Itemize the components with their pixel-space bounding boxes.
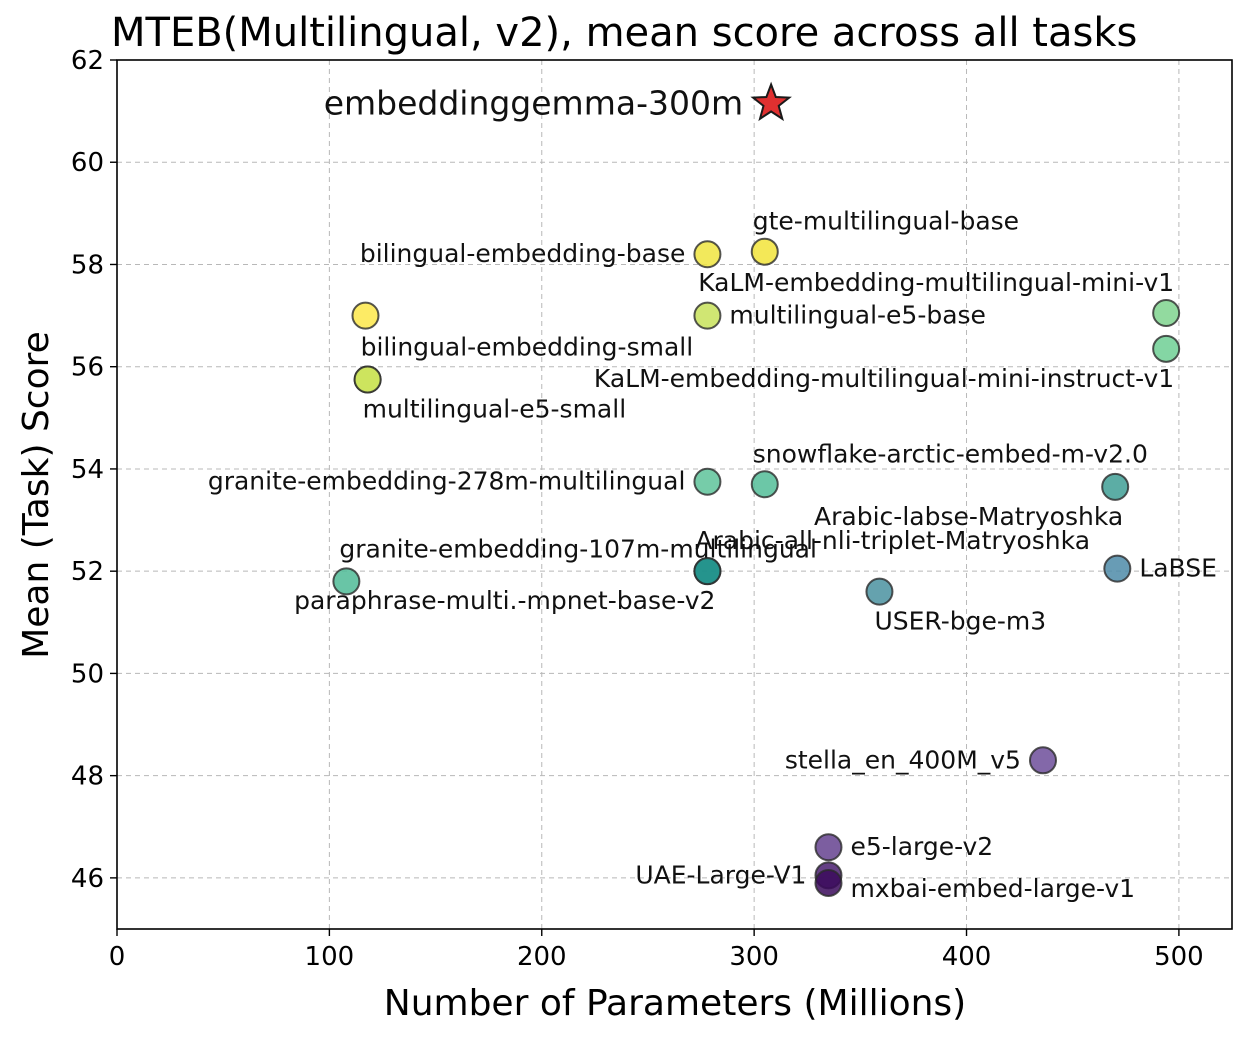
point-label: paraphrase-multi.-mpnet-base-v2 [294, 586, 715, 615]
y-tick-label: 60 [71, 148, 104, 178]
data-point [693, 301, 722, 330]
y-tick-label: 50 [71, 659, 104, 689]
point-label: USER-bge-m3 [874, 607, 1046, 636]
data-point [693, 557, 722, 586]
y-tick-label: 56 [71, 353, 104, 383]
x-tick-label: 0 [109, 942, 126, 972]
data-point [1101, 472, 1130, 501]
data-point [750, 237, 779, 266]
point-label: mxbai-embed-large-v1 [850, 874, 1135, 903]
point-label: multilingual-e5-small [363, 394, 627, 423]
highlight-star-marker [750, 81, 792, 122]
point-label: e5-large-v2 [850, 832, 993, 861]
y-tick-label: 58 [71, 250, 104, 280]
data-points [332, 81, 1181, 897]
point-label: Arabic-labse-Matryoshka [814, 502, 1123, 531]
point-label: gte-multilingual-base [753, 207, 1019, 236]
data-point [1103, 554, 1132, 583]
point-label: granite-embedding-278m-multilingual [208, 467, 686, 496]
data-point [750, 470, 779, 499]
data-point [351, 301, 380, 330]
y-axis-label: Mean (Task) Score [16, 331, 57, 659]
data-point [1028, 746, 1057, 775]
point-label: LaBSE [1139, 554, 1217, 583]
data-point [332, 567, 361, 596]
point-label: granite-embedding-107m-multilingual [339, 534, 817, 563]
data-point [814, 833, 843, 862]
point-label: bilingual-embedding-small [361, 332, 694, 361]
data-point [1152, 334, 1181, 363]
data-point [865, 577, 894, 606]
data-point [693, 467, 722, 496]
point-label: KaLM-embedding-multilingual-mini-v1 [698, 268, 1174, 297]
point-label: stella_en_400M_v5 [785, 745, 1021, 774]
point-label: snowflake-arctic-embed-m-v2.0 [753, 439, 1148, 468]
x-tick-label: 100 [305, 942, 355, 972]
x-axis-label: Number of Parameters (Millions) [384, 983, 966, 1024]
data-point [814, 868, 843, 897]
point-label: KaLM-embedding-multilingual-mini-instruc… [594, 364, 1174, 393]
point-label: bilingual-embedding-base [360, 239, 686, 268]
point-label: Arabic-all-nli-triplet-Matryoshka [695, 526, 1090, 555]
x-tick-label: 200 [517, 942, 567, 972]
point-label: UAE-Large-V1 [635, 860, 806, 889]
x-tick-label: 500 [1154, 942, 1204, 972]
y-tick-label: 46 [71, 864, 104, 894]
data-point [1152, 299, 1181, 328]
plot-frame [116, 59, 1233, 930]
x-tick-label: 300 [729, 942, 779, 972]
y-tick-label: 48 [71, 762, 104, 792]
axis-ticks: 0 100 200 300 400 500 46 48 50 52 54 56 58 60 62 [71, 46, 1204, 972]
data-point [693, 240, 722, 269]
y-tick-label: 52 [71, 557, 104, 587]
y-tick-label: 62 [71, 46, 104, 76]
x-tick-label: 400 [942, 942, 992, 972]
y-tick-label: 54 [71, 455, 104, 485]
point-labels: gte-multilingual-base bilingual-embedding… [208, 83, 1217, 903]
data-point [353, 365, 382, 394]
chart-title: MTEB(Multilingual, v2), mean score acros… [111, 10, 1137, 56]
highlight-label: embeddinggemma-300m [324, 83, 743, 122]
point-label: multilingual-e5-base [729, 301, 986, 330]
